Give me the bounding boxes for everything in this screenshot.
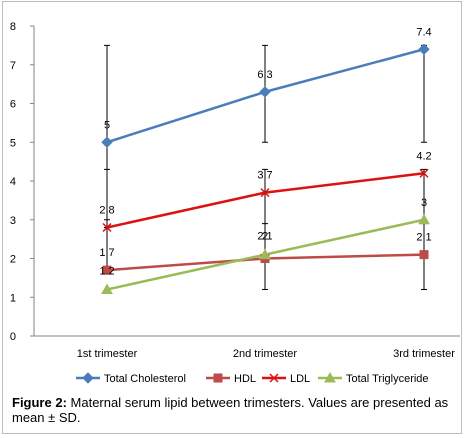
figure-frame — [2, 1, 462, 434]
data-point-marker — [259, 86, 271, 98]
y-tick-label: 7 — [10, 60, 16, 72]
y-tick-label: 5 — [10, 137, 16, 149]
y-tick-label: 0 — [10, 331, 16, 343]
y-tick-label: 2 — [10, 254, 16, 266]
data-label: 1.7 — [99, 247, 114, 259]
data-label: 6.3 — [257, 69, 272, 81]
data-labels: 56.37.41.72 2.12.83.74.21.22.13 — [99, 26, 431, 277]
data-point-marker — [82, 372, 94, 384]
data-point-marker — [102, 265, 112, 275]
data-point-marker — [324, 371, 336, 383]
data-point-marker — [419, 250, 429, 260]
data-label: 5 — [104, 119, 110, 131]
y-tick-label: 6 — [10, 99, 16, 111]
data-point-marker — [259, 248, 271, 260]
data-label: 2.1 — [257, 231, 272, 243]
data-label: 1.2 — [99, 266, 114, 278]
x-tick-label: 1st trimester — [77, 348, 138, 360]
y-tick-label: 3 — [10, 215, 16, 227]
legend-label: LDL — [290, 373, 310, 385]
legend-label: Total Cholesterol — [104, 373, 186, 385]
y-tick-label: 1 — [10, 292, 16, 304]
x-tick-label: 3rd trimester — [393, 348, 455, 360]
data-label: 3.7 — [257, 170, 272, 182]
x-tick-label: 2nd trimester — [233, 348, 298, 360]
data-label: 2.1 — [416, 232, 431, 244]
data-point-marker — [101, 136, 113, 148]
data-label: 4.2 — [416, 150, 431, 162]
y-tick-label: 4 — [10, 176, 16, 188]
data-label: 2.8 — [99, 205, 114, 217]
legend-label: Total Triglyceride — [346, 373, 429, 385]
data-point-marker — [102, 222, 112, 233]
data-point-marker — [213, 373, 223, 383]
chart-axes: 0 1 2 3 4 5 6 7 8 1st trimester 2nd trimester 3rd t… — [10, 21, 460, 360]
data-label: 3 — [421, 197, 427, 209]
data-point-marker — [260, 188, 270, 198]
line-chart: 0 1 2 3 4 5 6 7 8 1st trimester 2nd trimester 3rd t… — [10, 21, 460, 385]
data-point-marker — [101, 283, 113, 294]
data-point-marker — [269, 373, 279, 383]
series-markers — [101, 43, 430, 294]
figure-caption: Figure 2: Maternal serum lipid between t… — [12, 395, 458, 425]
caption-text: Maternal serum lipid between trimesters.… — [12, 395, 449, 425]
data-label: 2 — [262, 231, 268, 243]
data-point-marker — [418, 213, 430, 225]
y-tick-label: 8 — [10, 21, 16, 33]
caption-prefix: Figure 2: — [12, 395, 67, 410]
chart-legend: Total Cholesterol HDL LDL Total Triglycerid… — [76, 371, 429, 385]
data-label: 7.4 — [416, 26, 431, 38]
data-point-marker — [418, 43, 430, 55]
data-point-marker — [419, 168, 429, 178]
legend-label: HDL — [234, 373, 256, 385]
